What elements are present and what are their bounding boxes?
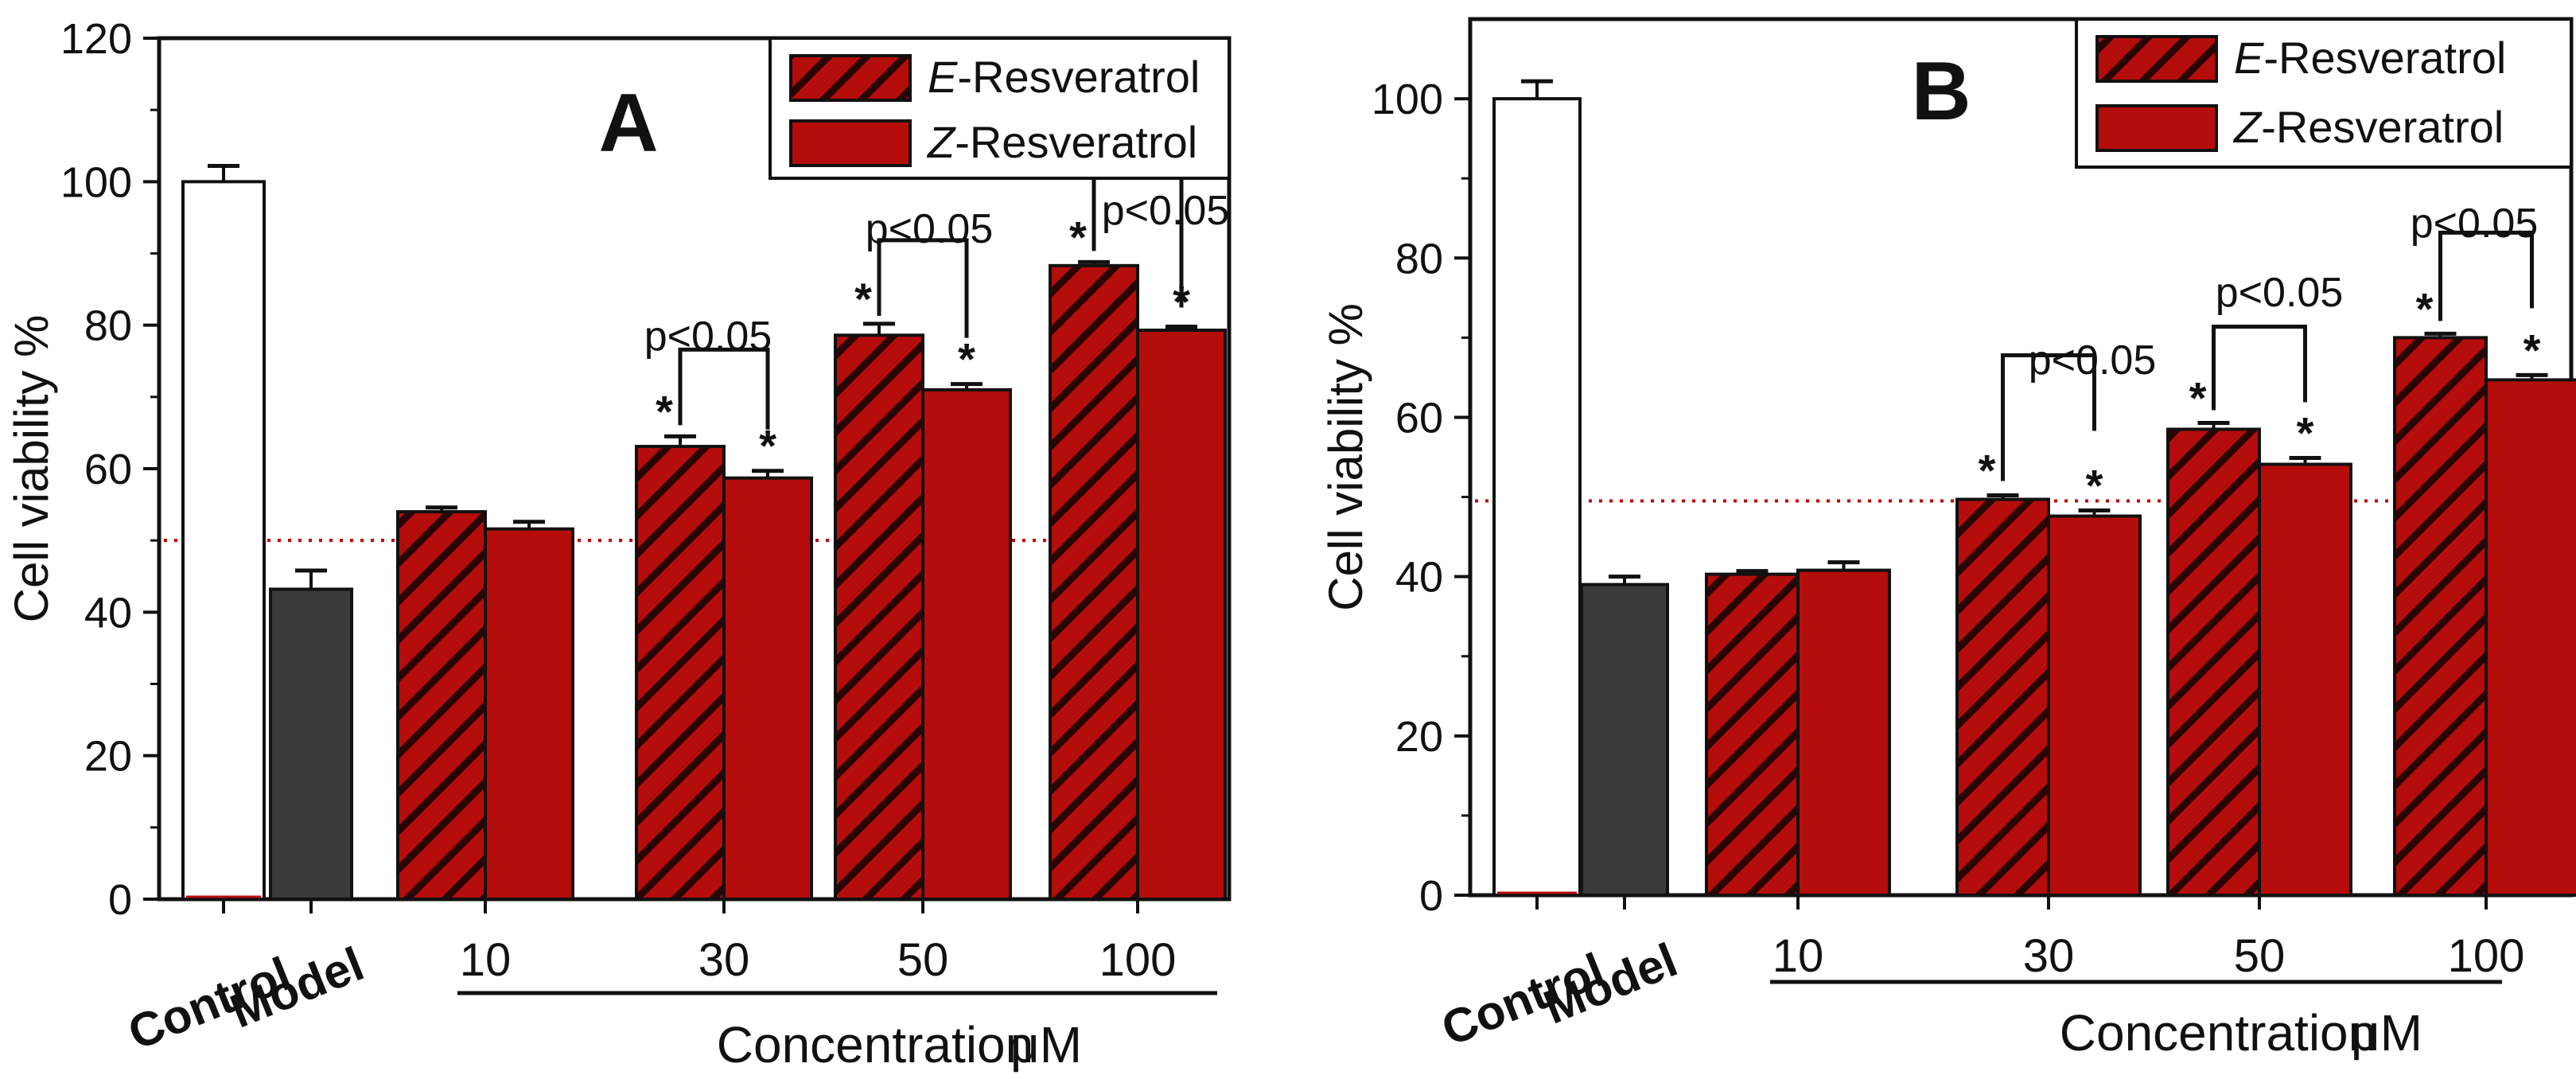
x-tick-label: 10 bbox=[460, 934, 512, 986]
significance-star: * bbox=[1069, 212, 1087, 262]
y-tick-label: 80 bbox=[1395, 235, 1443, 282]
x-tick-label-model: Model bbox=[1536, 933, 1684, 1034]
x-tick-label: 30 bbox=[698, 934, 750, 986]
bar-model bbox=[269, 587, 353, 901]
bar-e-resveratrol-50 bbox=[834, 333, 924, 902]
x-tick-label: 100 bbox=[1099, 934, 1177, 986]
y-tick-label: 120 bbox=[60, 15, 132, 63]
significance-star: * bbox=[2416, 283, 2434, 333]
bar-e-resveratrol-30 bbox=[635, 445, 726, 901]
x-tick-label: 50 bbox=[897, 934, 949, 986]
significance-star: * bbox=[854, 274, 872, 324]
comparison-bracket bbox=[678, 347, 770, 430]
bar-z-resveratrol-100 bbox=[2485, 378, 2576, 897]
x-axis-label: Concentration bbox=[717, 1016, 1033, 1073]
p-value-label: p<0.05 bbox=[2411, 201, 2539, 247]
bar-z-resveratrol-100 bbox=[1136, 328, 1227, 901]
p-value-label: p<0.05 bbox=[866, 206, 994, 252]
legend-swatch bbox=[2095, 35, 2218, 83]
y-tick-label: 60 bbox=[84, 446, 132, 493]
bar-e-resveratrol-10 bbox=[396, 510, 487, 901]
p-value-label: p<0.05 bbox=[2029, 337, 2157, 384]
significance-star: * bbox=[2297, 408, 2314, 458]
significance-star: * bbox=[2086, 461, 2103, 511]
x-axis-unit: μM bbox=[1010, 1016, 1082, 1073]
p-value-label: p<0.05 bbox=[1102, 188, 1230, 234]
significance-star: * bbox=[1979, 446, 1996, 496]
x-tick-label: 50 bbox=[2234, 930, 2286, 982]
bar-e-resveratrol-100 bbox=[2393, 336, 2488, 897]
comparison-bracket bbox=[877, 238, 969, 338]
legend-label: E-Resveratrol bbox=[2234, 33, 2506, 83]
y-tick-label: 80 bbox=[84, 302, 132, 350]
y-tick-label: 0 bbox=[108, 876, 132, 924]
legend-label: Z-Resveratrol bbox=[926, 117, 1197, 167]
y-tick-label: 40 bbox=[84, 589, 132, 637]
bar-e-resveratrol-10 bbox=[1705, 572, 1800, 897]
significance-star: * bbox=[2523, 325, 2541, 375]
y-tick-label: 100 bbox=[60, 158, 132, 206]
legend-swatch bbox=[789, 54, 912, 102]
comparison-bracket bbox=[2438, 230, 2534, 321]
significance-star: * bbox=[656, 386, 673, 436]
x-axis-unit: μM bbox=[2351, 1004, 2422, 1061]
bar-model bbox=[1580, 582, 1669, 897]
y-axis-label: Cell viability % bbox=[1319, 303, 1372, 611]
y-tick-label: 0 bbox=[1419, 872, 1443, 920]
x-axis-label: Concentration bbox=[2060, 1004, 2376, 1061]
legend-label: Z-Resveratrol bbox=[2232, 102, 2504, 152]
bar-z-resveratrol-30 bbox=[722, 476, 813, 901]
panel-a-chart: 0 20 40 60 80 100 120 Cell viability % 10 * * 30 * * 5… bbox=[5, 15, 1232, 1073]
panel-b-chart: 0 20 40 60 80 100 Cell viability % 10 * * 30 * * 50 * *… bbox=[1319, 17, 2576, 1061]
bar-z-resveratrol-10 bbox=[1796, 568, 1891, 897]
panel-label: A bbox=[598, 77, 658, 169]
bar-e-resveratrol-100 bbox=[1049, 263, 1139, 902]
p-value-label: p<0.05 bbox=[2216, 270, 2344, 316]
y-tick-label: 60 bbox=[1395, 394, 1443, 442]
x-tick-label: 100 bbox=[2448, 930, 2525, 982]
x-tick-label: 10 bbox=[1772, 930, 1824, 982]
significance-star: * bbox=[2189, 372, 2207, 423]
legend-label: E-Resveratrol bbox=[928, 52, 1200, 102]
x-tick-label-model: Model bbox=[223, 937, 371, 1038]
bar-control bbox=[1492, 97, 1582, 898]
y-tick-label: 40 bbox=[1395, 554, 1443, 602]
bar-control bbox=[181, 180, 266, 902]
y-tick-label: 20 bbox=[1395, 713, 1443, 761]
x-tick-label: 30 bbox=[2023, 930, 2075, 982]
bar-z-resveratrol-10 bbox=[484, 527, 574, 901]
comparison-bracket bbox=[2212, 325, 2307, 411]
y-tick-label: 20 bbox=[84, 733, 132, 781]
bar-e-resveratrol-50 bbox=[2166, 427, 2261, 897]
bar-z-resveratrol-50 bbox=[921, 388, 1012, 902]
legend-swatch bbox=[2095, 104, 2218, 152]
panel-label: B bbox=[1911, 45, 1971, 138]
p-value-label: p<0.05 bbox=[644, 314, 772, 360]
y-axis-label: Cell viability % bbox=[5, 315, 58, 623]
comparison-bracket bbox=[2001, 353, 2096, 481]
y-tick-label: 100 bbox=[1372, 76, 1443, 123]
bar-z-resveratrol-30 bbox=[2047, 514, 2142, 897]
bar-z-resveratrol-50 bbox=[2258, 462, 2352, 897]
legend-swatch bbox=[789, 119, 912, 167]
significance-star: * bbox=[958, 334, 975, 384]
significance-star: * bbox=[759, 421, 776, 471]
bar-e-resveratrol-30 bbox=[1955, 497, 2050, 897]
